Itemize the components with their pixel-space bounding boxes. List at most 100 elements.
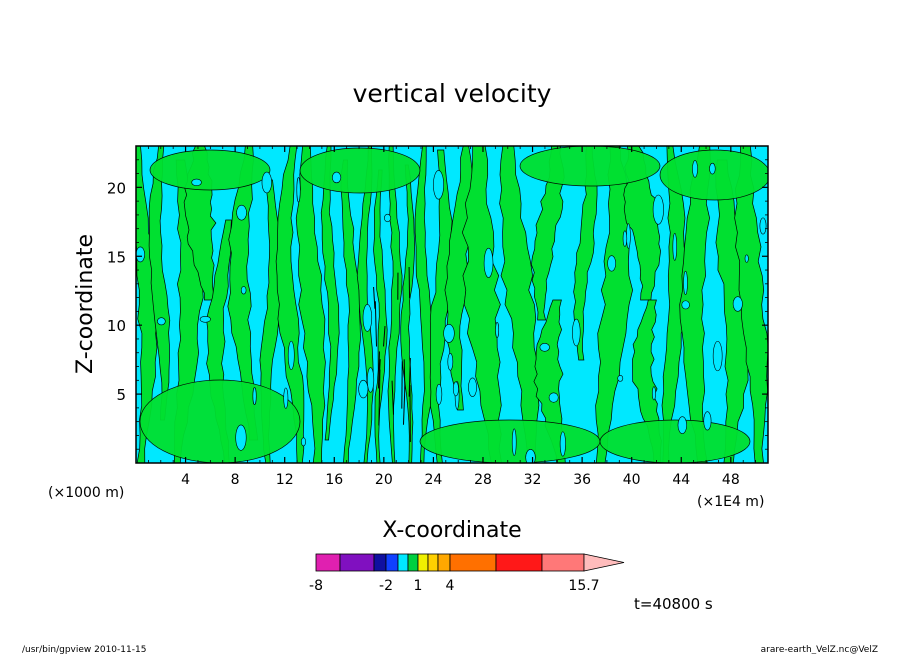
updraft-region	[340, 159, 361, 463]
colorbar-segment-8	[437, 553, 451, 572]
y-axis: 5 10 15 20	[107, 159, 768, 450]
downdraft-cell	[236, 204, 247, 221]
x-tick-label-8: 36	[573, 472, 591, 488]
downdraft-cell	[677, 416, 687, 434]
downdraft-cell	[136, 246, 145, 263]
x-tick-label-2: 12	[276, 472, 294, 488]
x-tick-label-9: 40	[623, 472, 641, 488]
downdraft-cell	[331, 171, 342, 184]
chart-title: vertical velocity	[353, 79, 552, 108]
x-axis-label: X-coordinate	[382, 518, 521, 543]
x-tick-label-6: 28	[474, 472, 492, 488]
colorbar-segment-3	[385, 553, 399, 572]
updraft-region	[734, 146, 768, 463]
updraft-region	[533, 299, 566, 463]
downdraft-cell	[651, 386, 656, 401]
colorbar: -8 -2 1 4 15.7	[309, 553, 625, 594]
updraft-region	[679, 146, 711, 463]
downdraft-cell	[452, 381, 459, 397]
colorbar-segment-2	[373, 553, 387, 572]
contour-line	[383, 325, 386, 347]
updraft-patch	[419, 419, 601, 463]
x-extra-unit-label: (×1E4 m)	[697, 494, 764, 510]
x-tick-label-4: 20	[375, 472, 393, 488]
colorbar-label-4: 15.7	[568, 578, 599, 594]
updraft-region	[206, 219, 232, 463]
downdraft-cell	[191, 178, 202, 187]
contour-line	[378, 359, 381, 381]
downdraft-cell	[495, 321, 500, 339]
x-tick-label-0: 4	[181, 472, 190, 488]
downdraft-cell	[572, 318, 581, 347]
downdraft-cell	[362, 304, 373, 332]
contour-line	[378, 369, 381, 426]
contour-line	[402, 386, 406, 425]
colorbar-segment-7	[427, 553, 439, 572]
downdraft-cell	[732, 296, 743, 312]
downdraft-cell	[301, 437, 306, 447]
downdraft-cell	[447, 353, 454, 371]
contour-line	[373, 286, 376, 309]
downdraft-cell	[483, 247, 494, 278]
downdraft-cell	[759, 217, 767, 235]
downdraft-cell	[252, 387, 257, 405]
colorbar-segment-1	[339, 553, 375, 572]
downdraft-cell	[652, 194, 664, 225]
updraft-region	[595, 146, 633, 463]
downdraft-cell	[692, 160, 698, 178]
downdraft-cell	[235, 424, 247, 451]
colorbar-segment-10	[495, 553, 543, 572]
plot-area	[135, 145, 769, 464]
downdraft-cell	[384, 213, 391, 223]
x-axis: 4 8 12 16 20 24 28 32 36 40 44 48	[147, 146, 757, 488]
updraft-region	[531, 146, 565, 321]
downdraft-cell	[435, 383, 443, 405]
plot-frame	[135, 145, 769, 464]
contour-line	[408, 357, 411, 397]
updraft-region	[320, 146, 340, 441]
updraft-region	[400, 164, 416, 463]
colorbar-segment-9	[449, 553, 497, 572]
footer-right: arare-earth_VelZ.nc@VelZ	[761, 645, 878, 654]
y-tick-label-3: 20	[107, 179, 126, 197]
updraft-region	[295, 146, 326, 463]
downdraft-cell	[296, 177, 301, 203]
contour-line	[391, 380, 394, 415]
footer-left: /usr/bin/gpview 2010-11-15	[22, 645, 146, 654]
downdraft-cell	[511, 428, 517, 456]
downdraft-cell	[548, 392, 559, 403]
colorbar-label-1: -2	[379, 578, 393, 594]
updraft-patch	[519, 146, 661, 187]
downdraft-cell	[703, 411, 712, 431]
updraft-region	[387, 146, 403, 463]
downdraft-cell	[539, 343, 550, 352]
downdraft-cell	[287, 340, 295, 370]
x-tick-label-1: 8	[231, 472, 240, 488]
downdraft-cell	[358, 379, 369, 399]
x-tick-label-5: 24	[424, 472, 442, 488]
downdraft-cell	[683, 270, 688, 295]
x-tick-label-3: 16	[325, 472, 343, 488]
x-unit-label: (×1000 m)	[48, 485, 124, 501]
x-tick-label-7: 32	[524, 472, 542, 488]
contour-line	[374, 301, 378, 347]
updraft-patch	[299, 147, 421, 194]
y-tick-label-1: 10	[107, 317, 126, 335]
updraft-patch	[139, 379, 301, 463]
x-tick-label-11: 48	[722, 472, 740, 488]
downdraft-cell	[681, 300, 690, 310]
updraft-region	[373, 169, 388, 463]
colorbar-extend-arrow	[583, 553, 625, 572]
downdraft-cell	[283, 387, 289, 409]
updraft-region	[573, 146, 598, 361]
time-label: t=40800 s	[634, 595, 713, 613]
downdraft-cell	[709, 162, 716, 175]
downdraft-cell	[617, 375, 624, 382]
updraft-patch	[659, 149, 768, 201]
downdraft-cell	[607, 255, 617, 272]
downdraft-cell	[622, 230, 628, 247]
downdraft-cell	[744, 254, 749, 263]
updraft-region	[275, 146, 305, 463]
colorbar-segment-11	[541, 553, 585, 572]
